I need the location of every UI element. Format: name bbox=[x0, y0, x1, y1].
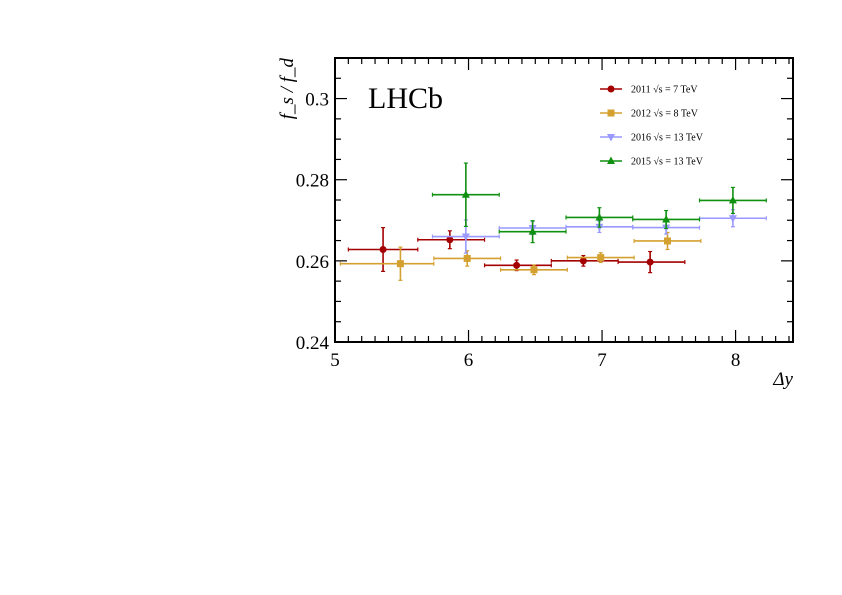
data-point bbox=[728, 215, 737, 223]
data-point bbox=[461, 233, 470, 242]
experiment-label: LHCb bbox=[368, 82, 443, 115]
legend-entry: 2012 √s = 8 TeV bbox=[631, 109, 699, 120]
data-point bbox=[463, 254, 471, 262]
data-point bbox=[528, 227, 537, 235]
data-point bbox=[379, 245, 387, 253]
series-group bbox=[339, 231, 702, 281]
legend: 2011 √s = 7 TeV 2012 √s = 8 TeV 2016 √s = … bbox=[600, 85, 704, 168]
data-point bbox=[662, 214, 671, 223]
axis-ticks bbox=[334, 57, 793, 343]
y-tick-label: 0.28 bbox=[296, 171, 329, 192]
data-point bbox=[396, 260, 404, 268]
series-group bbox=[347, 226, 686, 274]
data-point bbox=[579, 257, 587, 265]
data-point bbox=[646, 258, 654, 266]
x-tick-label: 8 bbox=[731, 350, 741, 371]
data-series bbox=[339, 162, 767, 281]
data-point bbox=[663, 237, 671, 245]
tick-labels: 5 6 7 8 0.24 0.26 0.28 0.3 bbox=[296, 90, 741, 371]
data-point bbox=[446, 236, 454, 244]
legend-marker bbox=[607, 156, 615, 164]
y-tick-label: 0.26 bbox=[296, 252, 329, 273]
legend-entry: 2016 √s = 13 TeV bbox=[631, 133, 704, 144]
legend-marker bbox=[607, 85, 615, 93]
legend-marker bbox=[607, 109, 615, 117]
data-point bbox=[513, 261, 521, 269]
x-axis-title: Δy bbox=[772, 369, 793, 390]
legend-entry: 2011 √s = 7 TeV bbox=[631, 85, 698, 96]
data-point bbox=[461, 190, 470, 198]
y-tick-label: 0.24 bbox=[296, 333, 330, 354]
x-tick-label: 5 bbox=[330, 350, 340, 371]
x-tick-label: 7 bbox=[597, 350, 607, 371]
data-point bbox=[595, 212, 604, 221]
data-point bbox=[597, 254, 605, 262]
series-group bbox=[431, 162, 767, 244]
data-point bbox=[728, 195, 737, 204]
x-tick-label: 6 bbox=[464, 350, 474, 371]
legend-marker bbox=[607, 134, 615, 142]
y-tick-label: 0.3 bbox=[305, 90, 329, 111]
y-axis-title: f_s / f_d bbox=[277, 58, 298, 120]
data-point bbox=[530, 266, 538, 274]
legend-entry: 2015 √s = 13 TeV bbox=[631, 157, 704, 168]
